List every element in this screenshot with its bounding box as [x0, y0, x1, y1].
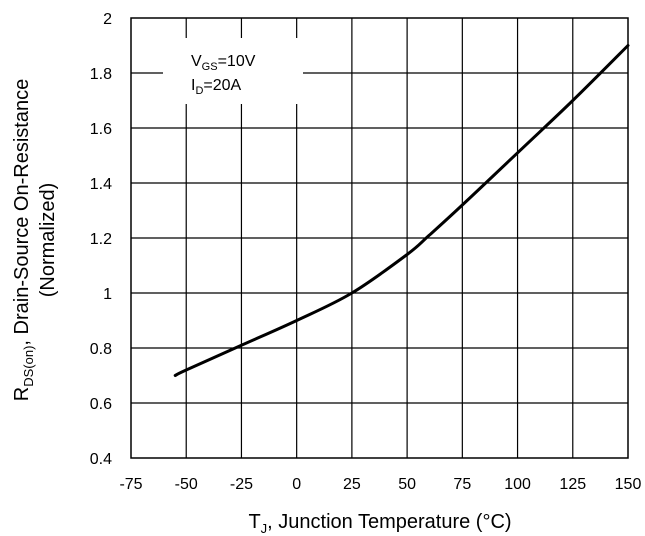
y-tick-label: 1.6 — [90, 121, 112, 138]
y-tick-labels: 0.4 0.6 0.8 1 1.2 1.4 1.6 1.8 2 — [90, 11, 112, 468]
y-tick-label: 1.8 — [90, 66, 112, 83]
x-tick-label: -50 — [175, 476, 198, 493]
y-tick-label: 0.4 — [90, 451, 112, 468]
x-tick-label: -25 — [230, 476, 253, 493]
annotation-id: ID=20A — [191, 77, 242, 97]
x-tick-label: 150 — [615, 476, 642, 493]
series-group — [173, 44, 630, 377]
annotation-vgs: VGS=10V — [191, 53, 256, 73]
series-line — [173, 44, 630, 377]
x-tick-label: 75 — [453, 476, 471, 493]
plot-frame — [130, 17, 629, 459]
x-tick-label: 125 — [559, 476, 586, 493]
y-tick-label: 2 — [103, 11, 112, 28]
x-tick-label: 0 — [292, 476, 301, 493]
y-axis-title-line1: RDS(on), Drain-Source On-Resistance — [11, 79, 36, 401]
x-tick-label: 100 — [504, 476, 531, 493]
y-tick-label: 1.4 — [90, 176, 112, 193]
y-tick-label: 1.2 — [90, 231, 112, 248]
annotation-box — [163, 38, 303, 104]
plot-border — [130, 17, 629, 459]
x-tick-label: 25 — [343, 476, 361, 493]
y-axis-title-line2: (Normalized) — [37, 183, 59, 297]
x-tick-label: 50 — [398, 476, 416, 493]
y-tick-label: 0.8 — [90, 341, 112, 358]
x-tick-labels: -75 -50 -25 0 25 50 75 100 125 150 — [119, 476, 641, 493]
x-tick-label: -75 — [119, 476, 142, 493]
x-axis-title: TJ, Junction Temperature (°C) — [248, 511, 511, 536]
y-tick-label: 1 — [103, 286, 112, 303]
y-tick-label: 0.6 — [90, 396, 112, 413]
